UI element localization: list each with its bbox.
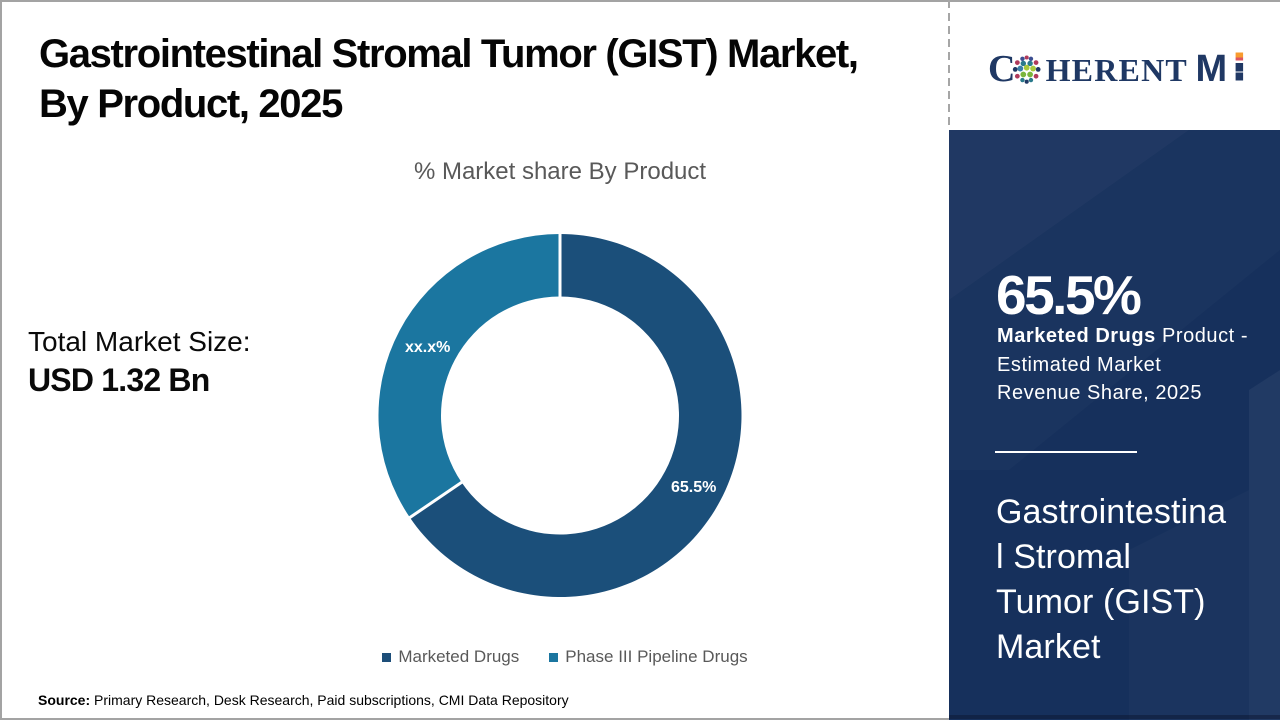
svg-text:C: C xyxy=(988,48,1015,90)
svg-text:M: M xyxy=(1196,48,1228,90)
svg-text:HERENT: HERENT xyxy=(1046,52,1188,88)
